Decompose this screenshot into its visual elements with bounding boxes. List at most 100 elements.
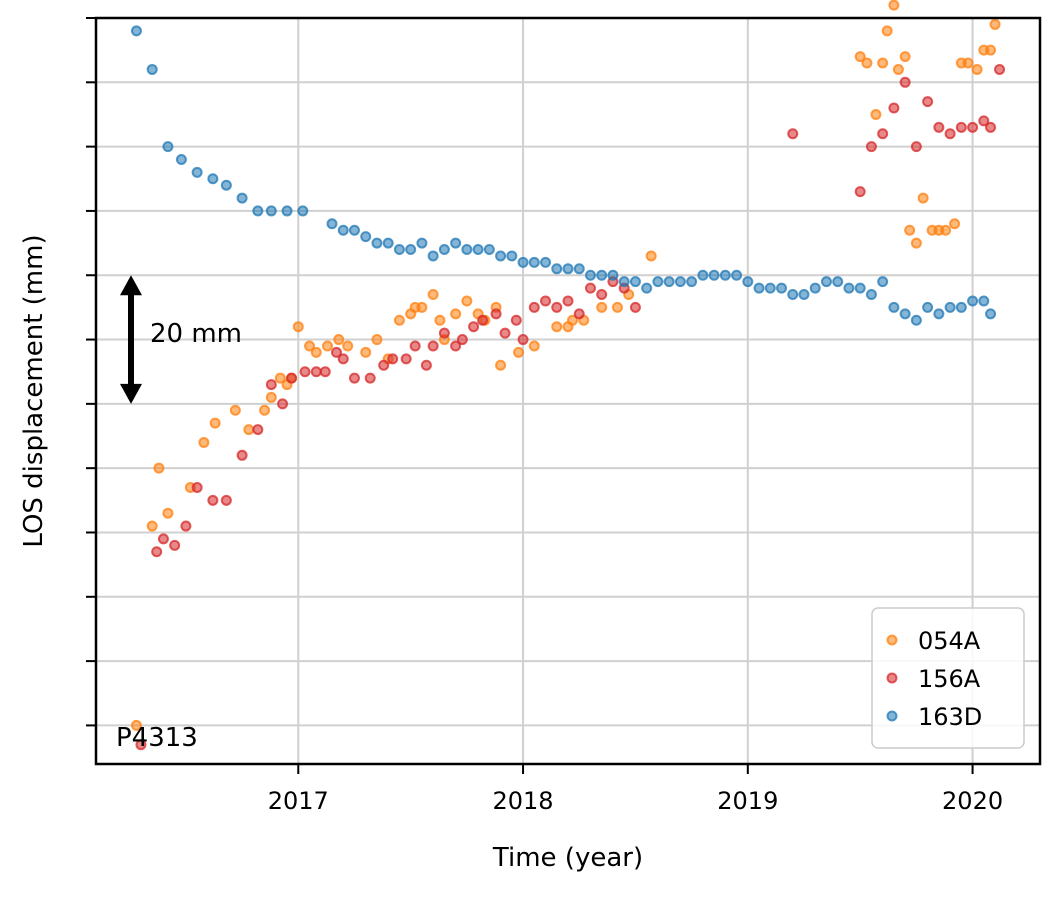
data-point-156A [985, 121, 997, 133]
data-point-156A [787, 128, 799, 140]
data-point-163D [865, 289, 877, 301]
data-point-054A [904, 224, 916, 236]
data-point-054A [892, 63, 904, 75]
data-point-054A [917, 192, 929, 204]
scale-bar: 20 mm [120, 275, 242, 404]
data-point-156A [854, 186, 866, 198]
data-point-054A [259, 404, 271, 416]
data-point-156A [865, 141, 877, 153]
data-point-054A [243, 424, 255, 436]
data-point-156A [922, 96, 934, 108]
data-point-163D [798, 289, 810, 301]
data-point-163D [809, 282, 821, 294]
data-point-163D [697, 269, 709, 281]
series-163D [130, 25, 997, 326]
data-point-156A [584, 282, 596, 294]
data-point-156A [540, 295, 552, 307]
data-point-163D [787, 289, 799, 301]
data-point-054A [450, 308, 462, 320]
data-point-156A [596, 289, 608, 301]
grid-lines [96, 17, 1040, 764]
data-point-156A [387, 353, 399, 365]
data-point-163D [416, 237, 428, 249]
y-axis-label: LOS displacement (mm) [19, 234, 49, 547]
data-point-163D [297, 205, 309, 217]
data-point-163D [955, 301, 967, 313]
data-point-163D [944, 301, 956, 313]
data-point-163D [326, 218, 338, 230]
data-point-054A [162, 507, 174, 519]
data-point-163D [393, 244, 405, 256]
data-point-163D [252, 205, 264, 217]
data-point-054A [274, 372, 286, 384]
data-point-054A [645, 250, 657, 262]
x-tick-label: 2019 [717, 787, 778, 815]
data-point-054A [495, 359, 507, 371]
data-point-156A [310, 366, 322, 378]
data-point-054A [899, 51, 911, 63]
scale-bar-arrow-up [120, 275, 142, 296]
legend-marker-163D [886, 710, 898, 722]
data-point-054A [265, 391, 277, 403]
data-point-156A [955, 121, 967, 133]
series-156A [135, 63, 1006, 751]
data-point-163D [517, 256, 529, 268]
data-point-163D [776, 282, 788, 294]
data-point-156A [400, 353, 412, 365]
data-point-163D [450, 237, 462, 249]
data-point-156A [252, 424, 264, 436]
x-tick-label: 2018 [493, 787, 554, 815]
data-point-163D [348, 224, 360, 236]
data-point-156A [899, 76, 911, 88]
data-point-156A [180, 520, 192, 532]
data-point-156A [348, 372, 360, 384]
data-point-163D [562, 263, 574, 275]
data-point-163D [708, 269, 720, 281]
data-point-054A [342, 340, 354, 352]
scale-bar-arrow-down [120, 383, 142, 404]
data-point-054A [333, 334, 345, 346]
data-point-054A [393, 314, 405, 326]
data-point-163D [764, 282, 776, 294]
data-point-163D [888, 301, 900, 313]
data-point-156A [978, 115, 990, 127]
data-point-156A [517, 334, 529, 346]
data-point-054A [310, 346, 322, 358]
data-point-163D [461, 244, 473, 256]
data-point-156A [364, 372, 376, 384]
y-axis-ticks [86, 17, 96, 727]
data-point-156A [888, 102, 900, 114]
x-axis-label: Time (year) [492, 843, 643, 873]
data-point-054A [989, 18, 1001, 30]
data-point-054A [881, 25, 893, 37]
data-point-054A [971, 63, 983, 75]
data-point-156A [967, 121, 979, 133]
data-point-156A [191, 481, 203, 493]
data-point-163D [540, 256, 552, 268]
data-point-156A [944, 128, 956, 140]
data-point-054A [146, 520, 158, 532]
data-point-054A [304, 340, 316, 352]
data-point-163D [337, 224, 349, 236]
data-point-156A [409, 340, 421, 352]
data-point-163D [967, 295, 979, 307]
data-point-054A [153, 462, 165, 474]
data-point-054A [198, 436, 210, 448]
data-point-163D [162, 141, 174, 153]
data-point-163D [629, 276, 641, 288]
data-point-156A [286, 372, 298, 384]
data-point-054A [322, 340, 334, 352]
data-point-163D [663, 276, 675, 288]
data-point-156A [994, 63, 1006, 75]
data-point-163D [820, 276, 832, 288]
data-point-156A [562, 295, 574, 307]
data-point-156A [910, 141, 922, 153]
scale-bar-label: 20 mm [150, 319, 242, 349]
plot-frame [94, 16, 1042, 766]
data-point-156A [236, 449, 248, 461]
data-point-163D [618, 276, 630, 288]
data-point-054A [985, 44, 997, 56]
data-point-156A [135, 739, 147, 751]
data-point-054A [292, 321, 304, 333]
